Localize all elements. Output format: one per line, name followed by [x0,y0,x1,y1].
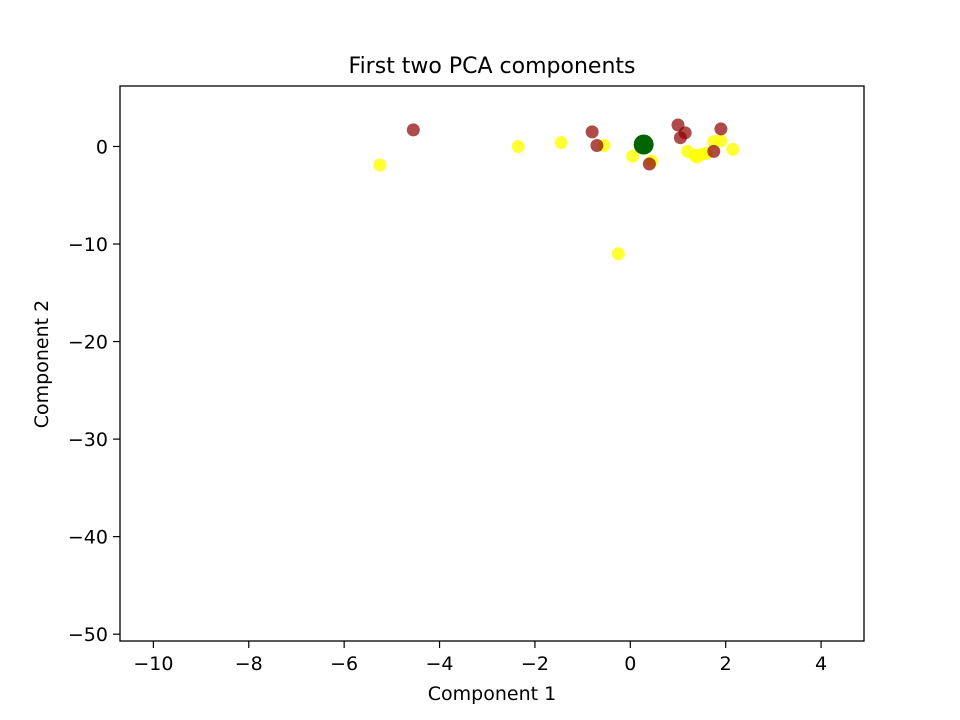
scatter-point [707,144,721,158]
points-layer [373,118,740,261]
x-tick-label: 2 [720,653,732,675]
scatter-point [590,138,604,152]
y-axis-label: Component 2 [31,300,53,428]
y-tick-label: −10 [68,234,108,256]
scatter-point [611,247,625,261]
x-axis-label: Component 1 [428,683,556,705]
scatter-point [554,136,568,150]
y-tick-label: −20 [68,332,108,354]
scatter-point [726,142,740,156]
scatter-point [511,139,525,153]
scatter-point [406,123,420,137]
scatter-point [373,158,387,172]
x-tick-label: 4 [815,653,827,675]
y-tick-label: −30 [68,429,108,451]
y-tick-label: −50 [68,624,108,646]
scatter-point [626,149,640,163]
scatter-point [714,122,728,136]
chart-title: First two PCA components [349,54,636,79]
scatter-point [678,126,692,140]
x-tick-label: −4 [426,653,454,675]
scatter-point [633,134,654,155]
x-tick-label: −6 [330,653,358,675]
y-tick-label: 0 [96,136,108,158]
scatter-point [714,134,728,148]
ticks-layer: −10 −8 −6 −4 −2 0 2 40−10−20−30−40−50 [68,136,827,675]
scatter-point [642,157,656,171]
x-tick-label: 0 [624,653,636,675]
y-tick-label: −40 [68,527,108,549]
x-tick-label: −2 [521,653,549,675]
x-tick-label: −8 [235,653,263,675]
scatter-point [585,125,599,139]
plot-frame [119,85,865,642]
x-tick-label: −10 [133,653,173,675]
